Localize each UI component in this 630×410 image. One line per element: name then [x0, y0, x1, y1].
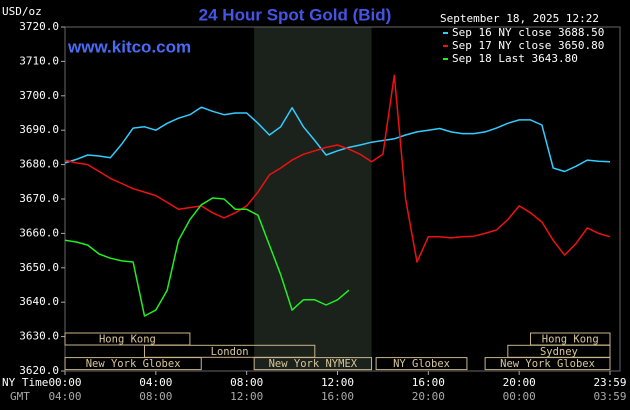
x2-tick-label: 16:00: [321, 390, 354, 403]
session-label: London: [211, 346, 249, 358]
session-highlight: [254, 27, 372, 371]
y-tick-label: 3630.0: [19, 330, 59, 343]
x2-tick-label: 08:00: [139, 390, 172, 403]
watermark: www.kitco.com: [67, 37, 191, 56]
x-tick-label: 12:00: [321, 376, 354, 389]
y-tick-label: 3680.0: [19, 158, 59, 171]
x-tick-label: 23:59: [593, 376, 626, 389]
timestamp: September 18, 2025 12:22: [440, 12, 599, 25]
x-tick-label: 00:00: [48, 376, 81, 389]
y-axis-label: USD/oz: [2, 5, 42, 18]
y-tick-label: 3670.0: [19, 192, 59, 205]
session-label: Hong Kong: [542, 334, 599, 346]
y-tick-label: 3710.0: [19, 54, 59, 67]
x-tick-label: 04:00: [139, 376, 172, 389]
x-tick-label: 20:00: [503, 376, 536, 389]
legend-label: Sep 16 NY close 3688.50: [452, 26, 604, 39]
legend-label: Sep 17 NY close 3650.80: [452, 39, 604, 52]
y-tick-label: 3640.0: [19, 295, 59, 308]
x-tick-label: 08:00: [230, 376, 263, 389]
session-box: [143, 344, 316, 358]
session-box: [64, 332, 191, 346]
session-label: New York Globex: [500, 358, 595, 370]
x-row-label: NY Time: [2, 376, 48, 389]
series-line: [64, 74, 611, 263]
x-tick-label: 16:00: [412, 376, 445, 389]
chart-title: 24 Hour Spot Gold (Bid): [199, 5, 392, 24]
x2-tick-label: 12:00: [230, 390, 263, 403]
x2-tick-label: 03:59: [593, 390, 626, 403]
series-line: [64, 106, 611, 173]
y-tick-label: 3650.0: [19, 261, 59, 274]
series-line: [64, 197, 350, 317]
session-box: [64, 357, 202, 371]
x2-tick-label: 04:00: [48, 390, 81, 403]
y-tick-label: 3690.0: [19, 123, 59, 136]
y-tick-label: 3620.0: [19, 364, 59, 377]
x2-tick-label: 20:00: [412, 390, 445, 403]
y-tick-label: 3720.0: [19, 20, 59, 33]
session-label: New York NYMEX: [269, 358, 358, 370]
session-box: [375, 357, 468, 371]
legend-label: Sep 18 Last 3643.80: [452, 52, 578, 65]
x2-row-label: GMT: [10, 390, 30, 403]
x2-tick-label: 00:00: [503, 390, 536, 403]
session-label: Hong Kong: [99, 334, 156, 346]
session-box: [253, 357, 373, 371]
session-label: Sydney: [540, 346, 578, 358]
y-tick-label: 3700.0: [19, 89, 59, 102]
session-label: New York Globex: [86, 358, 181, 370]
y-tick-label: 3660.0: [19, 226, 59, 239]
session-box: [484, 357, 611, 371]
session-label: NY Globex: [393, 358, 450, 370]
